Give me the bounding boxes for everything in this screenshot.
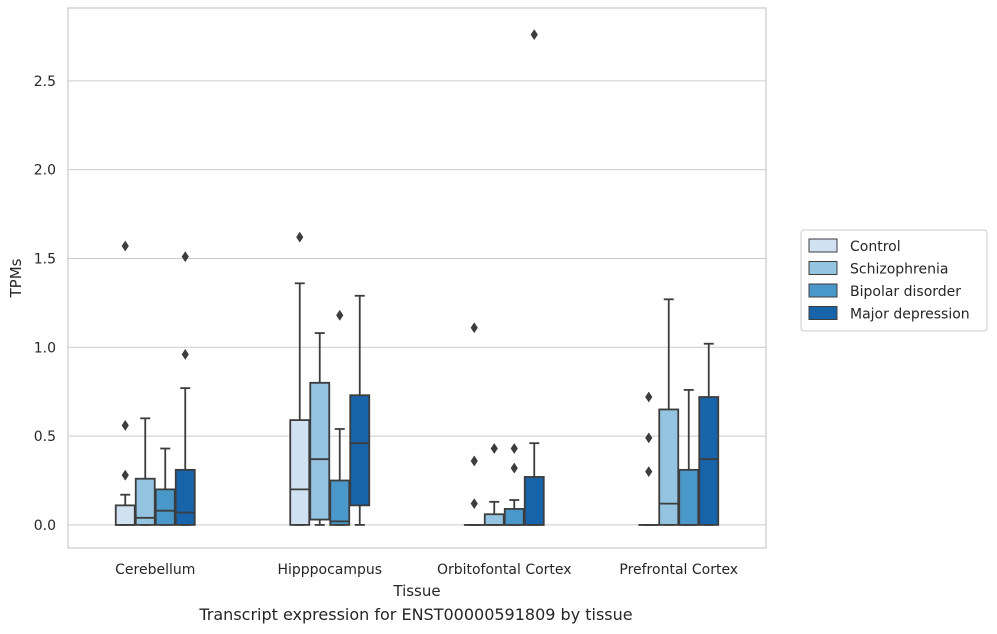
category-group xyxy=(463,29,545,526)
legend-swatch xyxy=(808,261,838,275)
legend-frame xyxy=(800,229,988,332)
y-tick-label: 0.5 xyxy=(34,429,56,445)
box-iqr xyxy=(329,479,351,526)
x-tick-label: Orbitofontal Cortex xyxy=(437,562,572,578)
outlier-point xyxy=(121,469,129,481)
y-tick-label: 2.0 xyxy=(34,163,56,179)
box-schizophrenia xyxy=(134,417,156,526)
outlier-point xyxy=(530,29,538,41)
box-iqr xyxy=(134,477,156,526)
box-bipolar-disorder xyxy=(154,447,176,526)
legend-label: Schizophrenia xyxy=(850,262,948,278)
box-groups xyxy=(114,29,720,526)
x-tick-label: Prefrontal Cortex xyxy=(619,562,738,578)
outlier-point xyxy=(470,455,478,467)
y-tick-label: 0.0 xyxy=(34,518,56,534)
outlier-point xyxy=(181,348,189,360)
outlier-point xyxy=(470,498,478,509)
y-tick-label: 1.0 xyxy=(34,340,56,356)
box-bipolar-disorder xyxy=(678,389,700,526)
outlier-point xyxy=(470,322,478,334)
outlier-point xyxy=(645,432,653,444)
category-group xyxy=(638,298,720,526)
outlier-point xyxy=(121,240,129,252)
outlier-point xyxy=(510,462,518,474)
box-iqr xyxy=(174,468,196,526)
box-iqr xyxy=(154,488,176,526)
box-iqr xyxy=(658,408,680,526)
box-control xyxy=(289,231,311,526)
box-bipolar-disorder xyxy=(503,443,525,526)
box-control xyxy=(463,322,485,526)
box-major-depression xyxy=(523,29,545,526)
legend-swatch xyxy=(808,306,838,320)
box-iqr xyxy=(523,476,545,526)
x-tick-label: Cerebellum xyxy=(115,562,195,578)
box-schizophrenia xyxy=(483,443,505,526)
box-control xyxy=(638,391,660,526)
box-bipolar-disorder xyxy=(329,309,351,526)
outlier-point xyxy=(336,309,344,321)
box-control xyxy=(114,240,136,526)
box-iqr xyxy=(309,381,331,521)
box-iqr xyxy=(503,508,525,526)
legend-label: Control xyxy=(850,239,901,255)
figure-caption: Transcript expression for ENST0000059180… xyxy=(199,605,633,624)
outlier-point xyxy=(645,466,653,478)
legend-label: Bipolar disorder xyxy=(850,284,961,300)
box-major-depression xyxy=(349,294,371,526)
outlier-point xyxy=(510,443,518,454)
x-axis-ticks: Cerebellum Hipppocampus Orbitofontal Corte… xyxy=(115,562,738,578)
outlier-point xyxy=(121,420,129,431)
outlier-point xyxy=(645,391,653,403)
outlier-point xyxy=(181,251,189,263)
category-group xyxy=(289,231,371,526)
outlier-point xyxy=(490,443,498,454)
legend-swatch xyxy=(808,283,838,298)
legend-swatch xyxy=(808,238,838,253)
category-group xyxy=(114,240,196,526)
box-iqr xyxy=(114,504,136,526)
legend: Control Schizophrenia Bipolar disorder Majo… xyxy=(800,229,988,332)
box-schizophrenia xyxy=(309,332,331,526)
box-major-depression xyxy=(174,251,196,526)
y-axis-ticks: 0.0 0.5 1.0 1.5 2.0 2.5 xyxy=(34,74,56,534)
y-axis-label: TPMs xyxy=(7,258,25,298)
y-tick-label: 2.5 xyxy=(34,74,56,90)
box-iqr xyxy=(289,419,311,526)
legend-label: Major depression xyxy=(850,307,970,323)
box-major-depression xyxy=(698,342,720,526)
box-iqr xyxy=(483,513,505,526)
x-tick-label: Hipppocampus xyxy=(277,562,382,578)
plot-frame xyxy=(67,7,767,549)
box-iqr xyxy=(698,396,720,526)
outlier-point xyxy=(296,231,304,243)
box-schizophrenia xyxy=(658,298,680,526)
box-iqr xyxy=(349,394,371,507)
y-tick-label: 1.5 xyxy=(34,251,56,267)
box-iqr xyxy=(678,468,700,526)
x-axis-label: Tissue xyxy=(392,582,440,600)
